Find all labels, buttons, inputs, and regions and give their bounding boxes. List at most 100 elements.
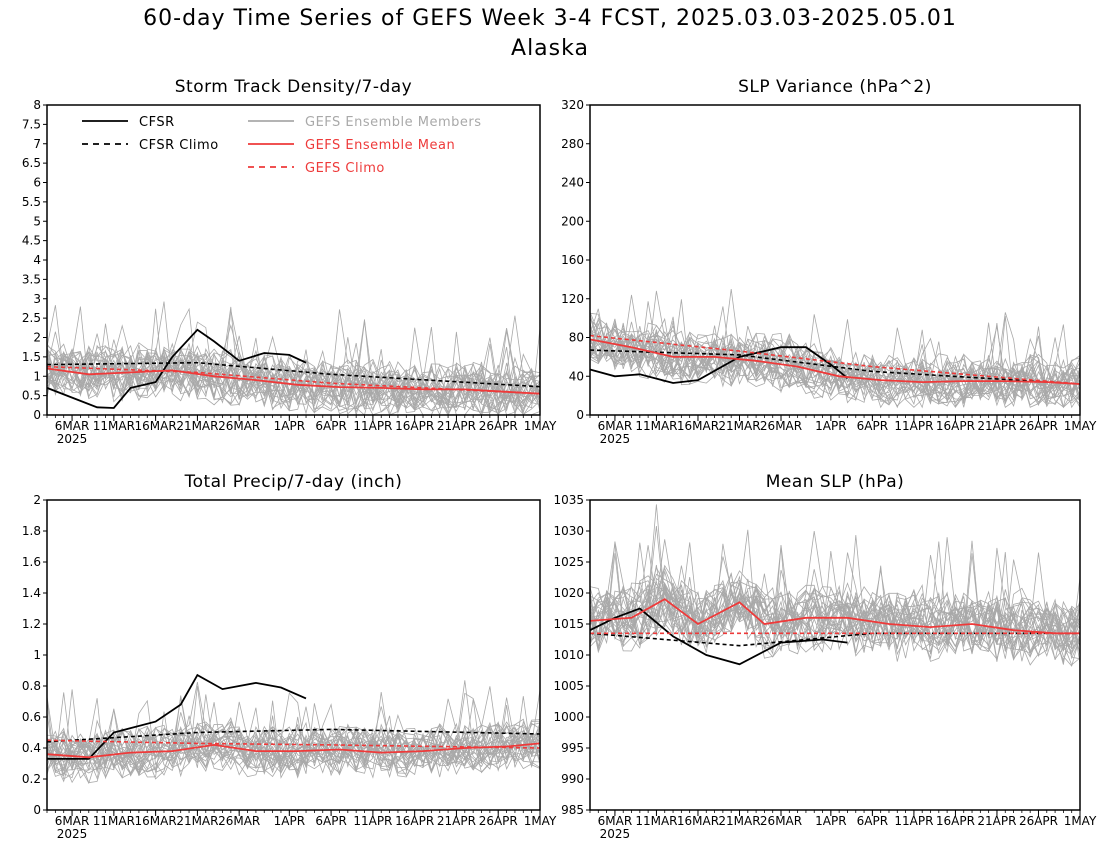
- y-tick-label: 1030: [553, 524, 584, 538]
- y-tick-label: 7.5: [22, 117, 41, 131]
- y-tick-label: 1.6: [22, 555, 41, 569]
- series-line-cfsr: [46, 328, 307, 409]
- y-tick-label: 985: [561, 803, 584, 817]
- y-tick-label: 80: [569, 331, 584, 345]
- x-tick-label: 16APR: [395, 419, 434, 433]
- x-tick-label: 11MAR: [635, 419, 677, 433]
- x-tick-label: 26APR: [1019, 419, 1058, 433]
- y-tick-label: 1: [33, 648, 41, 662]
- chart-panel-1: Storm Track Density/7-day 0 0.5 1 1.5 2 2.5 3 3.…: [22, 77, 557, 446]
- y-tick-label: 320: [561, 98, 584, 112]
- series-line-cfsr_climo: [589, 349, 1081, 385]
- ensemble-members: [46, 301, 541, 417]
- ensemble-member-line: [589, 543, 1081, 657]
- y-tick-label: 3.5: [22, 272, 41, 286]
- y-tick-label: 0.4: [22, 741, 41, 755]
- x-tick-label: 21MAR: [718, 814, 760, 828]
- y-tick-label: 7: [33, 137, 41, 151]
- ensemble-member-line: [589, 314, 1081, 398]
- legend-label-cfsr_climo: CFSR Climo: [139, 138, 219, 153]
- x-tick-label: 11APR: [353, 814, 392, 828]
- x-tick-label: 1APR: [815, 419, 846, 433]
- x-tick-label: 16MAR: [135, 419, 177, 433]
- ensemble-member-line: [46, 711, 541, 784]
- x-tick-label: 21MAR: [718, 419, 760, 433]
- x-tick-label: 11APR: [894, 814, 933, 828]
- y-tick-label: 240: [561, 176, 584, 190]
- y-tick-label: 40: [569, 369, 584, 383]
- ensemble-member-line: [46, 349, 541, 409]
- legend-label-gefs_mean: GEFS Ensemble Mean: [305, 138, 455, 153]
- y-tick-label: 0.2: [22, 772, 41, 786]
- x-tick-label: 6MAR: [55, 419, 90, 433]
- panel-title: Storm Track Density/7-day: [175, 77, 412, 97]
- x-tick-label: 1MAY: [524, 419, 557, 433]
- x-year-label: 2025: [57, 827, 88, 841]
- y-tick-label: 0.6: [22, 710, 41, 724]
- y-tick-label: 1025: [553, 555, 584, 569]
- x-tick-label: 16MAR: [677, 814, 719, 828]
- y-tick-label: 1: [33, 369, 41, 383]
- x-tick-label: 11MAR: [93, 419, 135, 433]
- y-tick-label: 1.4: [22, 586, 41, 600]
- x-tick-label: 6APR: [315, 814, 346, 828]
- x-tick-label: 1APR: [274, 419, 305, 433]
- series-line-gefs_mean: [589, 598, 1080, 635]
- y-tick-label: 1.2: [22, 617, 41, 631]
- x-tick-label: 21MAR: [176, 419, 218, 433]
- x-tick-label: 26MAR: [760, 419, 802, 433]
- chart-panel-4: Mean SLP (hPa) 985 990 995 1000 1005 1010 1015 1…: [553, 472, 1097, 841]
- x-tick-label: 11MAR: [93, 814, 135, 828]
- ensemble-member-line: [46, 709, 541, 769]
- legend-label-gefs_climo: GEFS Climo: [305, 161, 385, 176]
- y-tick-label: 120: [561, 292, 584, 306]
- x-tick-label: 11APR: [353, 419, 392, 433]
- y-tick-label: 5: [33, 214, 41, 228]
- series-line-cfsr: [589, 346, 849, 384]
- x-tick-label: 26MAR: [760, 814, 802, 828]
- y-tick-label: 6.5: [22, 156, 41, 170]
- series-line-gefs_mean: [46, 742, 541, 759]
- y-tick-label: 0: [576, 408, 584, 422]
- x-tick-label: 6MAR: [598, 814, 633, 828]
- x-tick-label: 16APR: [936, 419, 975, 433]
- y-tick-label: 8: [33, 98, 41, 112]
- x-tick-label: 11MAR: [635, 814, 677, 828]
- ensemble-member-line: [46, 722, 541, 779]
- y-tick-label: 1.5: [22, 350, 41, 364]
- x-tick-label: 26APR: [1019, 814, 1058, 828]
- ensemble-member-line: [589, 325, 1081, 401]
- y-tick-label: 2: [33, 493, 41, 507]
- x-tick-label: 26MAR: [218, 814, 260, 828]
- series-line-cfsr: [47, 673, 307, 760]
- x-tick-label: 21APR: [437, 419, 476, 433]
- chart-panel-3: Total Precip/7-day (inch)00.20.40.60.811…: [22, 472, 557, 841]
- x-tick-label: 21APR: [437, 814, 476, 828]
- x-tick-label: 26APR: [479, 814, 518, 828]
- series-line-gefs_climo: [46, 365, 541, 395]
- y-tick-label: 1035: [553, 493, 584, 507]
- series-line-gefs_climo: [46, 739, 541, 749]
- y-tick-label: 2: [33, 331, 41, 345]
- y-tick-label: 0: [33, 408, 41, 422]
- chart-panel-2: SLP Variance (hPa^2) 0 40 80 120 160 200 240 280…: [561, 77, 1097, 446]
- ensemble-member-line: [46, 698, 541, 768]
- chart-region-subtitle: Alaska: [511, 36, 589, 61]
- series-line-gefs_mean: [46, 367, 541, 395]
- y-tick-label: 4: [33, 253, 41, 267]
- x-tick-label: 21MAR: [176, 814, 218, 828]
- y-tick-label: 1.8: [22, 524, 41, 538]
- ensemble-member-line: [46, 724, 541, 767]
- x-tick-label: 21APR: [977, 419, 1016, 433]
- y-tick-label: 1005: [553, 679, 584, 693]
- series-line-gefs_climo: [589, 334, 1081, 385]
- ensemble-member-line: [46, 694, 541, 779]
- x-tick-label: 16APR: [936, 814, 975, 828]
- ensemble-member-line: [46, 335, 541, 410]
- y-tick-label: 1000: [553, 710, 584, 724]
- x-tick-label: 1APR: [274, 814, 305, 828]
- chart-main-title: 60-day Time Series of GEFS Week 3-4 FCST…: [143, 6, 957, 31]
- x-year-label: 2025: [600, 432, 631, 446]
- x-tick-label: 26MAR: [218, 419, 260, 433]
- y-tick-label: 4.5: [22, 234, 41, 248]
